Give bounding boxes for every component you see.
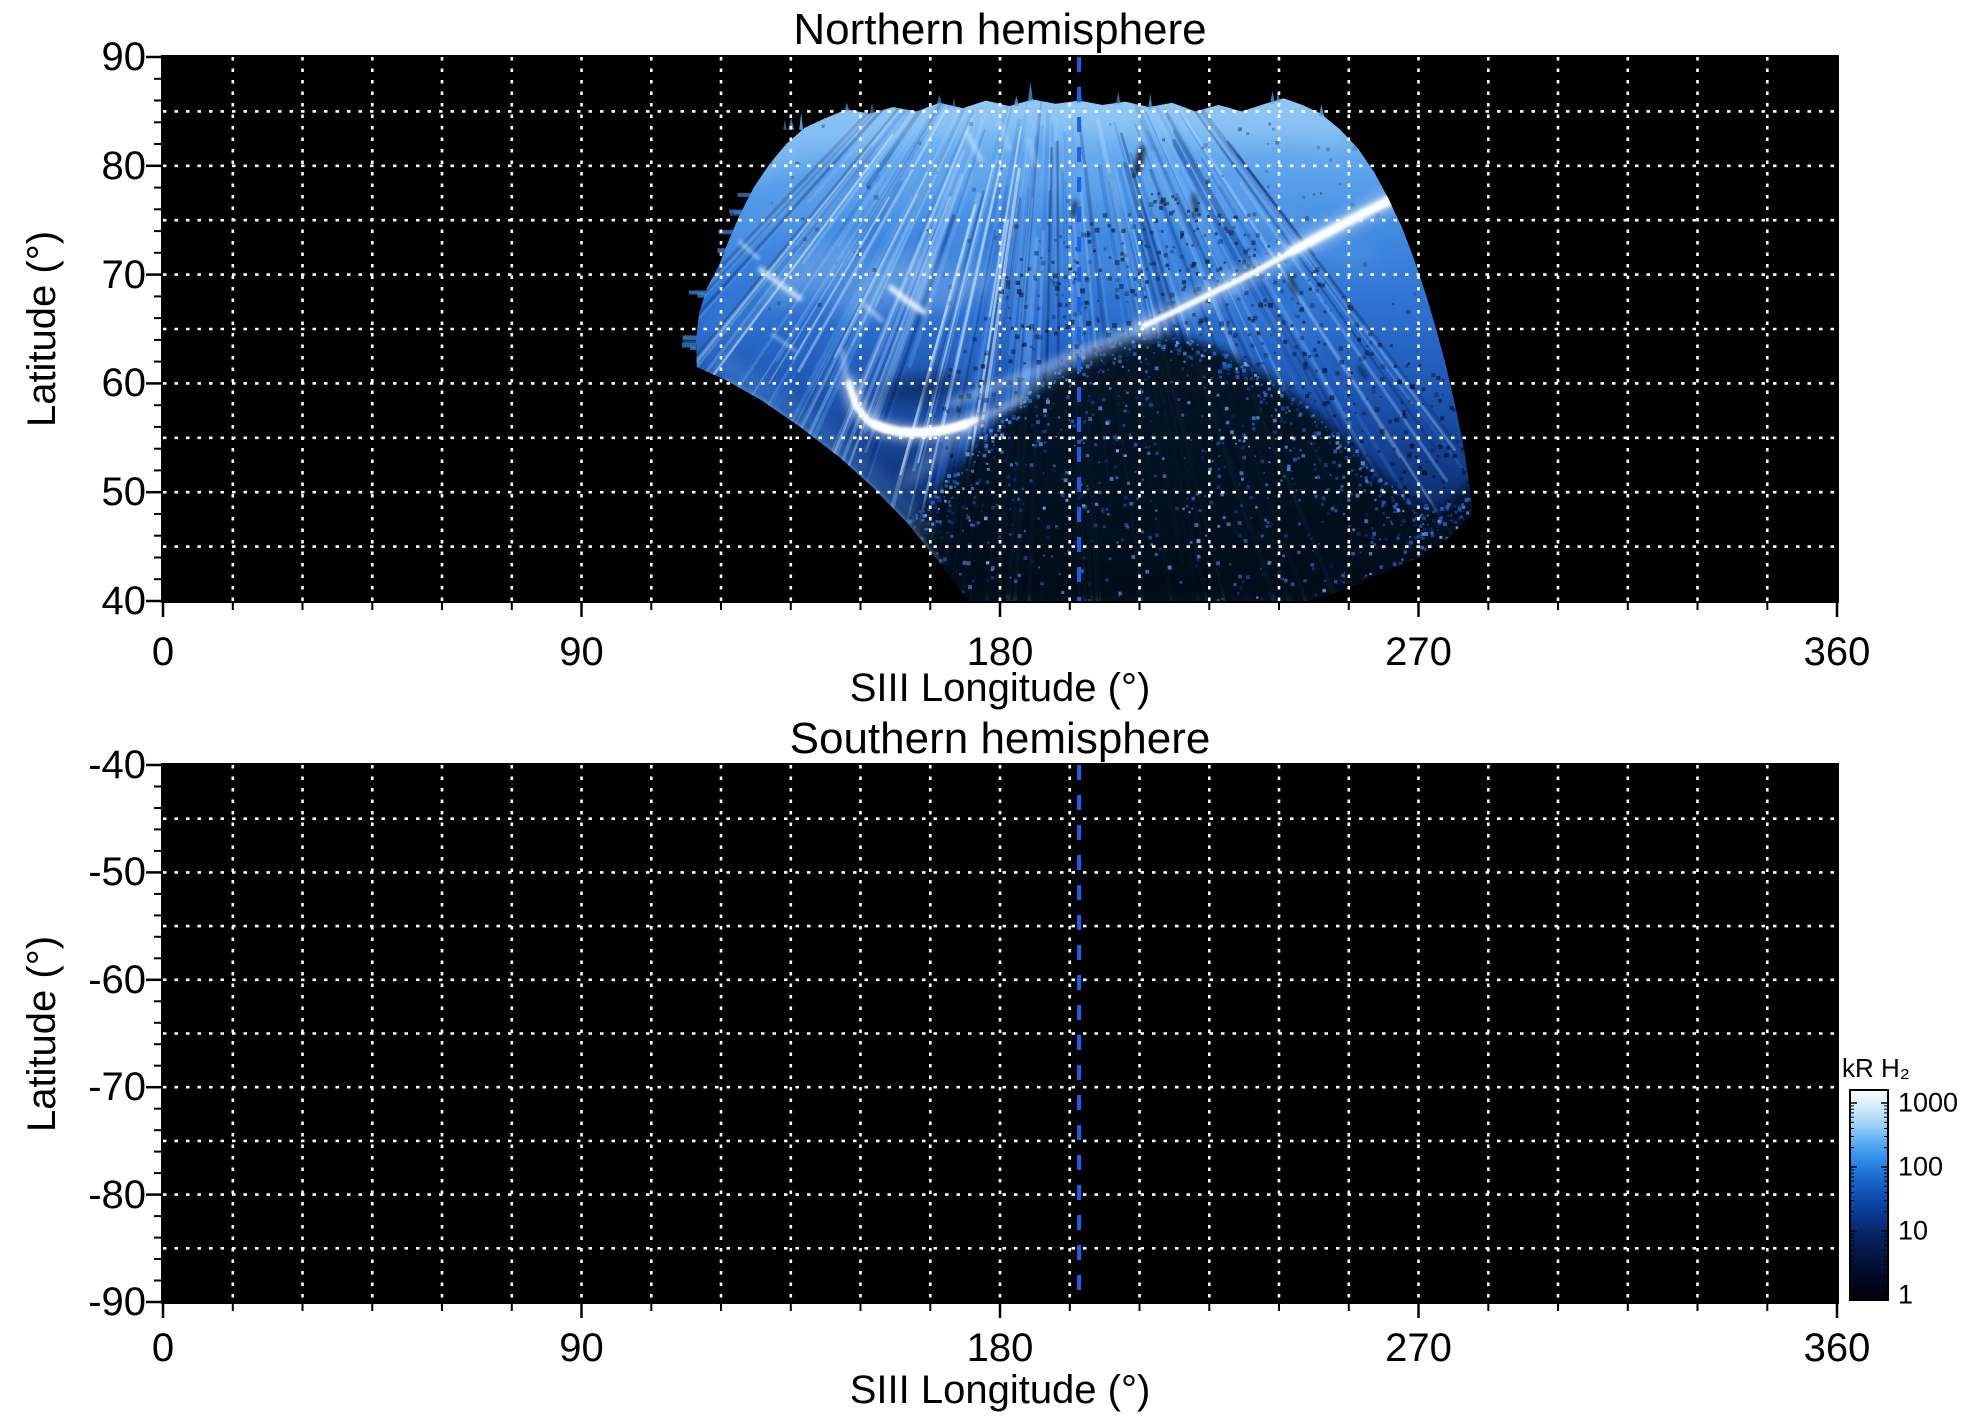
south-xaxis-title: SIII Longitude (°) (849, 1368, 1151, 1412)
north-axes (146, 55, 1839, 617)
north-panel-plot (163, 57, 1837, 601)
north-y-tick-label: 50 (101, 470, 147, 515)
south-panel-plot (163, 765, 1837, 1302)
north-xaxis-title: SIII Longitude (°) (849, 666, 1151, 710)
colorbar-gradient (1850, 1090, 1888, 1300)
north-y-tick-label: 80 (101, 143, 147, 188)
south-axes (146, 763, 1839, 1318)
south-y-tick-label: -90 (88, 1280, 146, 1324)
colorbar-tick-label: 1 (1898, 1279, 1914, 1310)
south-x-tick-label: 0 (151, 1326, 175, 1370)
south-y-tick-label: -60 (88, 957, 146, 1002)
south-x-tick-label: 270 (1385, 1326, 1452, 1370)
south-x-tick-label: 360 (1803, 1326, 1871, 1370)
south-y-tick-label: -40 (88, 743, 146, 787)
north-yaxis-title: Latitude (°) (20, 230, 64, 428)
north-grid-lines (163, 57, 1837, 601)
colorbar-title: kR H₂ (1842, 1053, 1910, 1083)
colorbar-tick-label: 10 (1898, 1215, 1929, 1246)
south-yaxis-title: Latitude (°) (20, 935, 64, 1133)
aurora-speckle-noise (895, 334, 1471, 601)
south-x-tick-label: 180 (966, 1326, 1034, 1370)
north-panel-title: Northern hemisphere (793, 5, 1207, 54)
south-panel-title: Southern hemisphere (789, 714, 1211, 763)
south-x-tick-label: 90 (559, 1326, 604, 1370)
north-x-tick-label: 0 (151, 630, 175, 674)
north-y-tick-label: 90 (101, 35, 147, 79)
south-y-tick-label: -70 (88, 1065, 146, 1110)
north-x-tick-label: 270 (1385, 630, 1452, 674)
colorbar-tick-label: 1000 (1898, 1087, 1959, 1118)
colorbar (1849, 1089, 1889, 1301)
north-x-tick-label: 90 (559, 630, 604, 674)
south-y-tick-label: -50 (88, 850, 146, 895)
colorbar-tick-label: 100 (1898, 1151, 1944, 1182)
north-y-tick-label: 70 (101, 252, 147, 297)
north-y-tick-label: 60 (101, 361, 147, 406)
north-x-tick-label: 180 (966, 630, 1034, 674)
north-y-tick-label: 40 (101, 579, 147, 623)
north-x-tick-label: 360 (1803, 630, 1871, 674)
south-grid-lines (163, 765, 1837, 1302)
aurora-emission (695, 98, 1473, 601)
south-y-tick-label: -80 (88, 1172, 146, 1217)
